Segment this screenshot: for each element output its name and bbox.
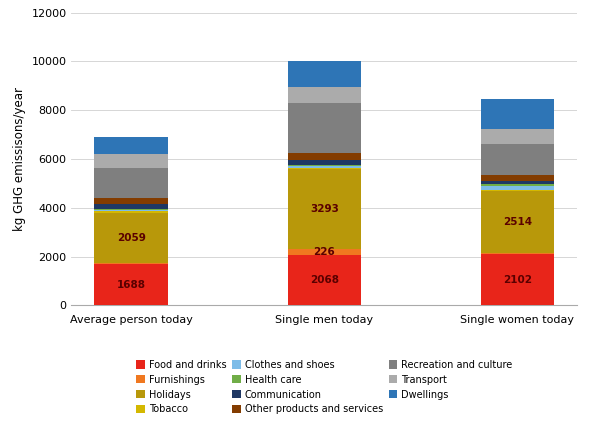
Bar	[287, 61, 361, 87]
Bar	[287, 168, 361, 169]
Text: 2068: 2068	[310, 275, 339, 285]
Text: 226: 226	[314, 247, 335, 257]
Bar	[287, 153, 361, 160]
Bar	[481, 99, 554, 128]
Bar	[95, 209, 168, 210]
Bar	[481, 128, 554, 144]
Bar	[95, 263, 168, 264]
Bar	[95, 154, 168, 168]
Bar	[481, 175, 554, 181]
Text: 1688: 1688	[117, 280, 146, 290]
Bar	[287, 169, 361, 249]
Bar	[95, 198, 168, 204]
Bar	[287, 87, 361, 103]
Bar	[95, 210, 168, 212]
Bar	[287, 166, 361, 168]
Bar	[287, 249, 361, 255]
Bar	[287, 255, 361, 305]
Bar	[287, 160, 361, 165]
Text: 2059: 2059	[117, 233, 146, 243]
Bar	[481, 181, 554, 184]
Legend: Food and drinks, Furnishings, Holidays, Tobacco, Clothes and shoes, Health care,: Food and drinks, Furnishings, Holidays, …	[133, 357, 515, 417]
Bar	[287, 165, 361, 166]
Bar	[95, 137, 168, 154]
Bar	[95, 212, 168, 263]
Bar	[481, 191, 554, 253]
Bar	[481, 254, 554, 305]
Bar	[287, 103, 361, 153]
Bar	[481, 184, 554, 186]
Bar	[95, 168, 168, 198]
Text: 2102: 2102	[503, 275, 532, 285]
Bar	[95, 264, 168, 305]
Y-axis label: kg GHG emissisons/year: kg GHG emissisons/year	[13, 87, 26, 231]
Text: 2514: 2514	[503, 217, 532, 227]
Bar	[481, 186, 554, 190]
Bar	[481, 253, 554, 254]
Bar	[481, 144, 554, 175]
Bar	[481, 190, 554, 191]
Bar	[95, 204, 168, 209]
Text: 3293: 3293	[310, 204, 339, 214]
